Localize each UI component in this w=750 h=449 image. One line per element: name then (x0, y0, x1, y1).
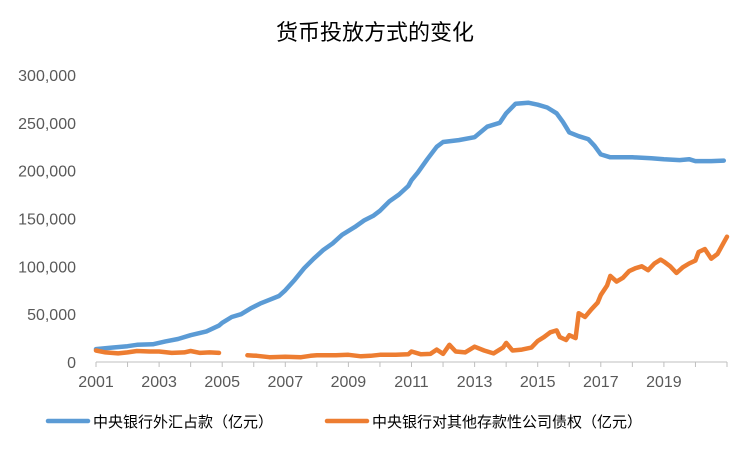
y-tick-label: 150,000 (18, 212, 76, 229)
x-tick-label: 2007 (268, 374, 304, 391)
x-tick-label: 2003 (141, 374, 177, 391)
fx-reserve-series-line (93, 100, 727, 352)
x-tick-label: 2013 (457, 374, 493, 391)
chart-title: 货币投放方式的变化 (276, 21, 474, 46)
y-tick-label: 100,000 (18, 259, 76, 276)
legend-label: 中央银行外汇占款（亿元） (93, 413, 273, 431)
x-tick-label: 2009 (331, 374, 367, 391)
y-tick-label: 250,000 (18, 116, 76, 133)
legend-label: 中央银行对其他存款性公司债权（亿元） (372, 413, 642, 431)
x-tick-label: 2005 (204, 374, 240, 391)
x-tick-label: 2017 (583, 374, 619, 391)
axes: 2001 2003 2005 2007 2009 2011 2013 2015 2017 2019… (18, 68, 728, 391)
series-layer (93, 100, 730, 360)
x-tick-label: 2011 (394, 374, 429, 391)
claims-on-banks-series-line (245, 234, 730, 360)
x-tick-label: 2001 (78, 374, 114, 391)
y-tick-label: 0 (67, 355, 76, 372)
y-tick-label: 300,000 (18, 68, 76, 85)
x-tick-label: 2015 (520, 374, 556, 391)
y-tick-label: 200,000 (18, 164, 76, 181)
y-tick-label: 50,000 (27, 307, 76, 324)
legend: 中央银行外汇占款（亿元） 中央银行对其他存款性公司债权（亿元） (45, 413, 642, 431)
x-tick-label: 2019 (646, 374, 682, 391)
claims-on-banks-series-line (93, 348, 222, 356)
